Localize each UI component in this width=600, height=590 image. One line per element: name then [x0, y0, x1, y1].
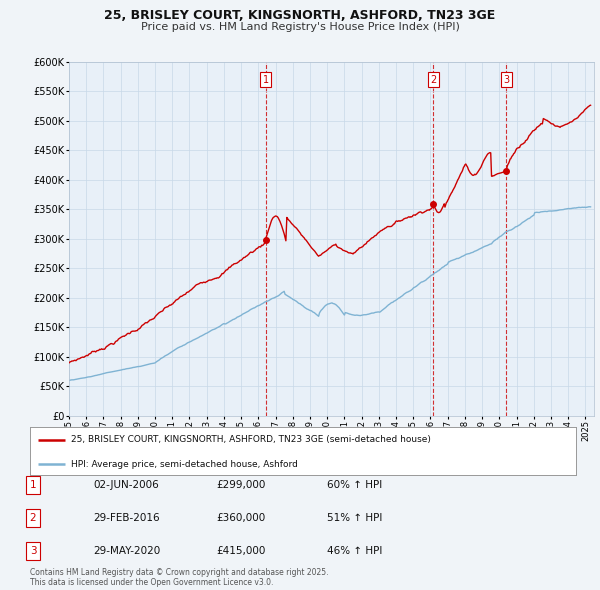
Text: 3: 3	[29, 546, 37, 556]
Text: 1: 1	[29, 480, 37, 490]
Text: 02-JUN-2006: 02-JUN-2006	[93, 480, 159, 490]
Text: HPI: Average price, semi-detached house, Ashford: HPI: Average price, semi-detached house,…	[71, 460, 298, 469]
Text: 51% ↑ HPI: 51% ↑ HPI	[327, 513, 382, 523]
Text: £299,000: £299,000	[216, 480, 265, 490]
Text: 29-MAY-2020: 29-MAY-2020	[93, 546, 160, 556]
Text: Price paid vs. HM Land Registry's House Price Index (HPI): Price paid vs. HM Land Registry's House …	[140, 22, 460, 32]
Text: Contains HM Land Registry data © Crown copyright and database right 2025.
This d: Contains HM Land Registry data © Crown c…	[30, 568, 329, 587]
Text: 1: 1	[263, 75, 269, 84]
Text: £360,000: £360,000	[216, 513, 265, 523]
Text: 25, BRISLEY COURT, KINGSNORTH, ASHFORD, TN23 3GE: 25, BRISLEY COURT, KINGSNORTH, ASHFORD, …	[104, 9, 496, 22]
Text: 46% ↑ HPI: 46% ↑ HPI	[327, 546, 382, 556]
Text: 2: 2	[29, 513, 37, 523]
Text: 3: 3	[503, 75, 509, 84]
Text: 60% ↑ HPI: 60% ↑ HPI	[327, 480, 382, 490]
Text: 29-FEB-2016: 29-FEB-2016	[93, 513, 160, 523]
Text: 25, BRISLEY COURT, KINGSNORTH, ASHFORD, TN23 3GE (semi-detached house): 25, BRISLEY COURT, KINGSNORTH, ASHFORD, …	[71, 435, 431, 444]
Text: £415,000: £415,000	[216, 546, 265, 556]
Text: 2: 2	[430, 75, 436, 84]
